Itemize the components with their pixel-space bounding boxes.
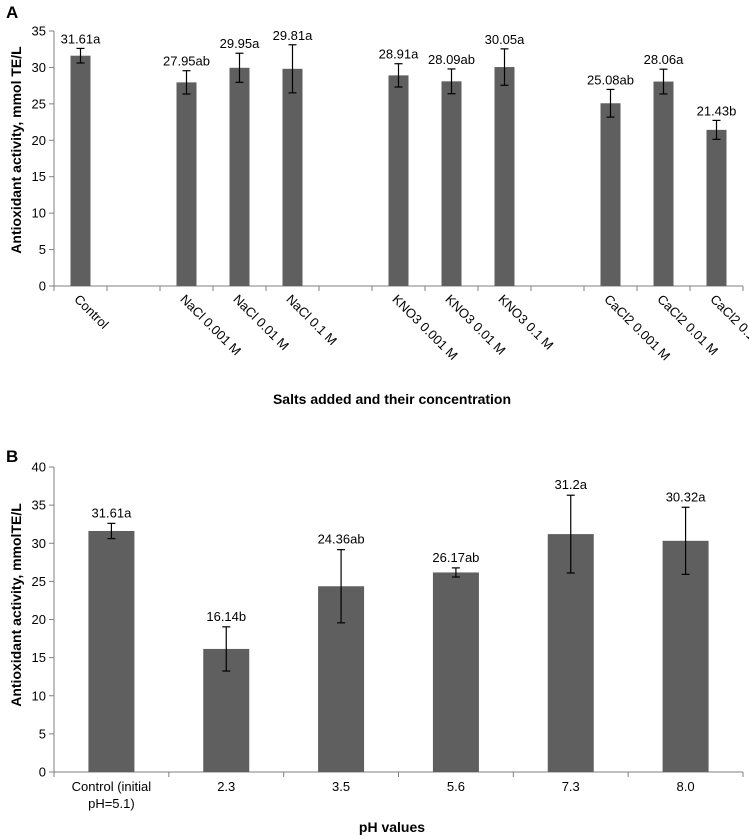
panel-b-y-tick-label: 25 xyxy=(32,574,46,589)
panel-b-letter: B xyxy=(6,447,18,466)
panel-a-x-axis-title: Salts added and their concentration xyxy=(273,391,511,407)
panel-a-data-label: 28.06a xyxy=(644,52,685,67)
panel-a-bar xyxy=(653,81,674,286)
panel-b-x-tick-label-line: pH=5.1) xyxy=(88,796,135,811)
panel-b-x-tick-label-line: 2.3 xyxy=(217,779,235,794)
panel-a-data-label: 27.95ab xyxy=(163,54,210,69)
panel-a-bar xyxy=(494,67,515,286)
panel-a-y-tick-label: 35 xyxy=(32,24,46,39)
panel-a-y-tick-label: 15 xyxy=(32,169,46,184)
panel-b-y-axis-title: Antioxidant activity, mmolTE/L xyxy=(8,503,24,707)
panel-a-x-tick-label: Control xyxy=(71,292,111,332)
panel-a-data-label: 30.05a xyxy=(485,32,526,47)
panel-a-letter: A xyxy=(6,3,18,22)
panel-b-data-label: 16.14b xyxy=(206,609,246,624)
panel-a-data-label: 28.09ab xyxy=(428,52,475,67)
panel-a-y-axis-title: Antioxidant activity, mmol TE/L xyxy=(8,46,24,254)
panel-b-bar xyxy=(88,530,135,772)
panel-a-bar xyxy=(600,103,621,286)
panel-b-chart: B Antioxidant activity, mmolTE/L pH valu… xyxy=(6,447,744,835)
panel-b-data-label: 24.36ab xyxy=(318,532,365,547)
panel-b-y-tick-label: 30 xyxy=(32,536,46,551)
panel-b-bar xyxy=(662,540,709,772)
panel-b-x-tick-label-line: 7.3 xyxy=(562,779,580,794)
panel-b-x-tick-label: Control (initial pH=5.1) xyxy=(72,779,152,811)
panel-a-data-label: 29.95a xyxy=(220,36,261,51)
panel-a-bar xyxy=(229,67,250,287)
panel-b-x-tick-label: 7.3 xyxy=(562,779,580,794)
panel-a-y-tick-label: 10 xyxy=(32,206,46,221)
panel-b-y-tick-label: 35 xyxy=(32,498,46,513)
panel-b-x-tick-label: 2.3 xyxy=(217,779,235,794)
panel-a-bar xyxy=(441,81,462,286)
panel-a-data-label: 31.61a xyxy=(61,31,102,46)
panel-a-chart: A Antioxidant activity, mmol TE/L Salts … xyxy=(6,3,749,407)
panel-b-bar xyxy=(432,572,479,772)
panel-b-x-tick-label-line: 8.0 xyxy=(677,779,695,794)
panel-b-x-tick-label-line: Control (initial xyxy=(72,779,152,794)
panel-b-y-tick-label: 0 xyxy=(39,765,46,780)
panel-a-y-tick-label: 0 xyxy=(39,279,46,294)
panel-b-y-tick-label: 10 xyxy=(32,688,46,703)
panel-a-data-label: 25.08ab xyxy=(587,72,634,87)
panel-b-data-label: 31.61a xyxy=(92,505,133,520)
panel-a-bar xyxy=(388,75,409,287)
panel-b-x-tick-label: 5.6 xyxy=(447,779,465,794)
panel-b-x-tick-label-line: 3.5 xyxy=(332,779,350,794)
panel-b-x-tick-label: 8.0 xyxy=(677,779,695,794)
panel-a-bar xyxy=(706,129,727,286)
panel-a-y-tick-label: 30 xyxy=(32,60,46,75)
panel-a-data-label: 29.81a xyxy=(273,28,314,43)
panel-b-y-tick-label: 5 xyxy=(39,726,46,741)
panel-a-bar xyxy=(70,55,91,286)
panel-a-y-tick-label: 25 xyxy=(32,96,46,111)
panel-a-y-tick-label: 5 xyxy=(39,242,46,257)
panel-a-x-tick-label: NaCl 0.1 M xyxy=(283,292,340,349)
panel-b-x-axis-title: pH values xyxy=(359,819,425,835)
panel-a-data-label: 21.43b xyxy=(697,103,737,118)
panel-a-y-tick-label: 20 xyxy=(32,133,46,148)
panel-b-data-label: 26.17ab xyxy=(432,550,479,565)
panel-a-bar xyxy=(176,82,197,286)
panel-b-y-tick-label: 20 xyxy=(32,612,46,627)
panel-b-x-tick-label: 3.5 xyxy=(332,779,350,794)
panel-a-data-label: 28.91a xyxy=(379,47,420,62)
panel-b-x-tick-label-line: 5.6 xyxy=(447,779,465,794)
panel-b-y-tick-label: 15 xyxy=(32,650,46,665)
panel-b-bar xyxy=(547,534,594,772)
panel-b-data-label: 30.32a xyxy=(666,489,707,504)
panel-a-bar xyxy=(282,68,303,286)
panel-b-data-label: 31.2a xyxy=(554,477,587,492)
panel-b-y-tick-label: 40 xyxy=(32,460,46,475)
